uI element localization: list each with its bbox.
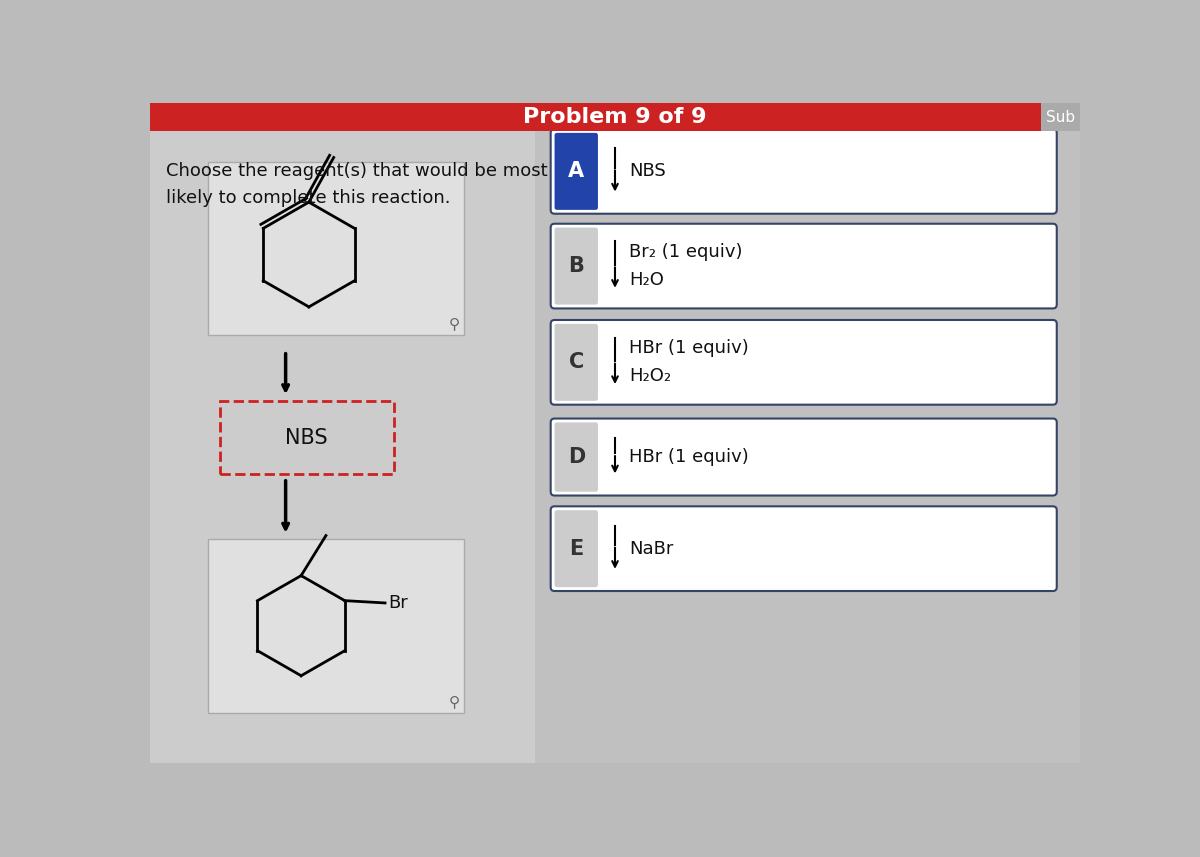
Text: Problem 9 of 9: Problem 9 of 9 [523,107,707,128]
Text: B: B [569,256,584,276]
Text: E: E [569,539,583,559]
Text: Sub: Sub [1046,110,1075,125]
Text: H₂O₂: H₂O₂ [629,367,671,385]
Text: HBr (1 equiv): HBr (1 equiv) [629,448,749,466]
Text: HBr (1 equiv): HBr (1 equiv) [629,339,749,357]
FancyBboxPatch shape [554,324,598,401]
Text: NBS: NBS [629,162,666,180]
Bar [535,131,1080,763]
FancyBboxPatch shape [554,510,598,587]
FancyBboxPatch shape [554,228,598,304]
Bar [208,539,464,713]
Text: NaBr: NaBr [629,540,673,558]
Text: A: A [568,161,584,182]
Text: C: C [569,352,584,372]
Text: Br₂ (1 equiv): Br₂ (1 equiv) [629,243,743,261]
Text: Choose the reagent(s) that would be most
likely to complete this reaction.: Choose the reagent(s) that would be most… [166,162,547,207]
Text: Br: Br [388,594,408,612]
FancyBboxPatch shape [551,224,1057,309]
Bar [208,162,464,335]
Bar [1042,103,1080,131]
FancyBboxPatch shape [551,320,1057,405]
Text: ⚲: ⚲ [449,316,460,332]
Text: D: D [568,447,584,467]
FancyBboxPatch shape [551,129,1057,213]
Bar [220,401,394,474]
Bar [150,131,535,763]
FancyBboxPatch shape [554,423,598,492]
FancyBboxPatch shape [551,506,1057,591]
FancyBboxPatch shape [551,418,1057,495]
FancyBboxPatch shape [554,133,598,210]
Text: ⚲: ⚲ [449,694,460,709]
Text: NBS: NBS [286,428,328,448]
Text: H₂O: H₂O [629,271,664,289]
Bar [150,103,1080,131]
